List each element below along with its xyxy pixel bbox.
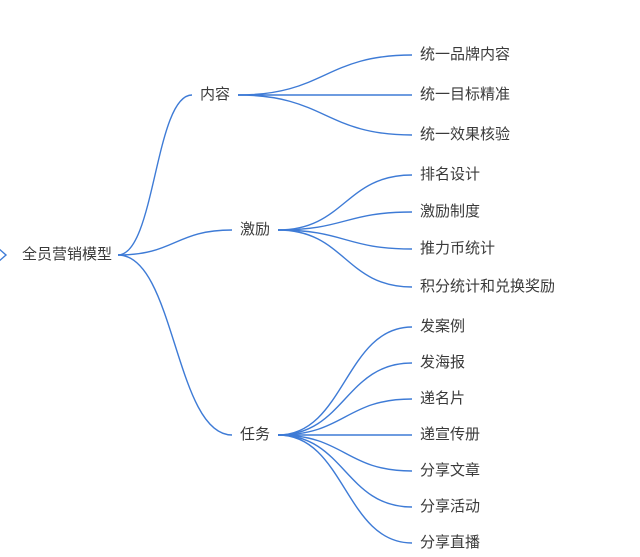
- node-c3a[interactable]: 发案例: [420, 317, 465, 335]
- node-c3c[interactable]: 递名片: [420, 390, 465, 407]
- edge-c1-c1c: [238, 95, 412, 135]
- edge-c2-c2d: [278, 230, 412, 287]
- edge-c3-c3e: [278, 435, 412, 471]
- edge-root-c2: [118, 230, 232, 255]
- node-c3e[interactable]: 分享文章: [420, 461, 480, 479]
- node-c3g[interactable]: 分享直播: [420, 534, 480, 551]
- edge-root-c3: [118, 255, 232, 435]
- node-c3d[interactable]: 递宣传册: [420, 426, 480, 443]
- edges-layer: [118, 55, 412, 543]
- node-c3b[interactable]: 发海报: [420, 354, 465, 371]
- edge-c3-c3b: [278, 363, 412, 435]
- node-c1c[interactable]: 统一效果核验: [420, 126, 510, 143]
- mindmap-diagram: 全员营销模型 内容 统一品牌内容统一目标精准统一效果核验激励 排名设计激励制度推力币统…: [0, 0, 640, 557]
- node-c2d[interactable]: 积分统计和兑换奖励: [420, 278, 555, 295]
- root-toggle-icon: [0, 248, 6, 262]
- edge-c2-c2c: [278, 230, 412, 249]
- node-c3f[interactable]: 分享活动: [420, 498, 480, 515]
- node-c2c[interactable]: 推力币统计: [420, 240, 495, 257]
- edge-c3-c3a: [278, 327, 412, 435]
- node-c1[interactable]: 内容: [200, 86, 230, 103]
- edge-c2-c2a: [278, 175, 412, 230]
- node-c3[interactable]: 任务: [240, 426, 270, 443]
- node-c2a[interactable]: 排名设计: [420, 166, 480, 183]
- edge-c3-c3f: [278, 435, 412, 507]
- edge-root-c1: [118, 95, 192, 255]
- node-c2b[interactable]: 激励制度: [420, 203, 480, 220]
- node-root[interactable]: 全员营销模型: [22, 245, 112, 263]
- edge-c3-c3g: [278, 435, 412, 543]
- edge-c3-c3c: [278, 399, 412, 435]
- edge-c2-c2b: [278, 212, 412, 230]
- node-c1a[interactable]: 统一品牌内容: [420, 46, 510, 63]
- nodes-layer: 全员营销模型 内容 统一品牌内容统一目标精准统一效果核验激励 排名设计激励制度推力币统…: [22, 46, 555, 551]
- node-c1b[interactable]: 统一目标精准: [420, 86, 510, 103]
- edge-c1-c1a: [238, 55, 412, 95]
- node-c2[interactable]: 激励: [240, 221, 270, 238]
